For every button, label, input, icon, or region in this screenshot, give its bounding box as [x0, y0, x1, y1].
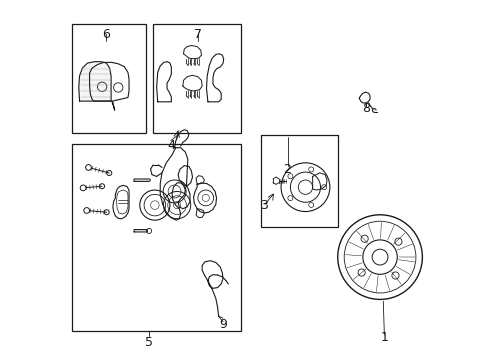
Bar [72, 24, 145, 134]
Text: 1: 1 [380, 331, 387, 344]
Bar [153, 24, 241, 134]
Bar [260, 135, 337, 226]
Text: 9: 9 [219, 318, 226, 331]
Text: 6: 6 [102, 28, 109, 41]
Text: 3: 3 [260, 199, 267, 212]
Text: 7: 7 [193, 28, 202, 41]
Bar [72, 144, 241, 330]
Text: 5: 5 [145, 336, 153, 348]
Text: 2: 2 [283, 163, 291, 176]
Text: 4: 4 [167, 139, 175, 152]
Text: 8: 8 [362, 102, 370, 115]
Polygon shape [79, 62, 111, 101]
